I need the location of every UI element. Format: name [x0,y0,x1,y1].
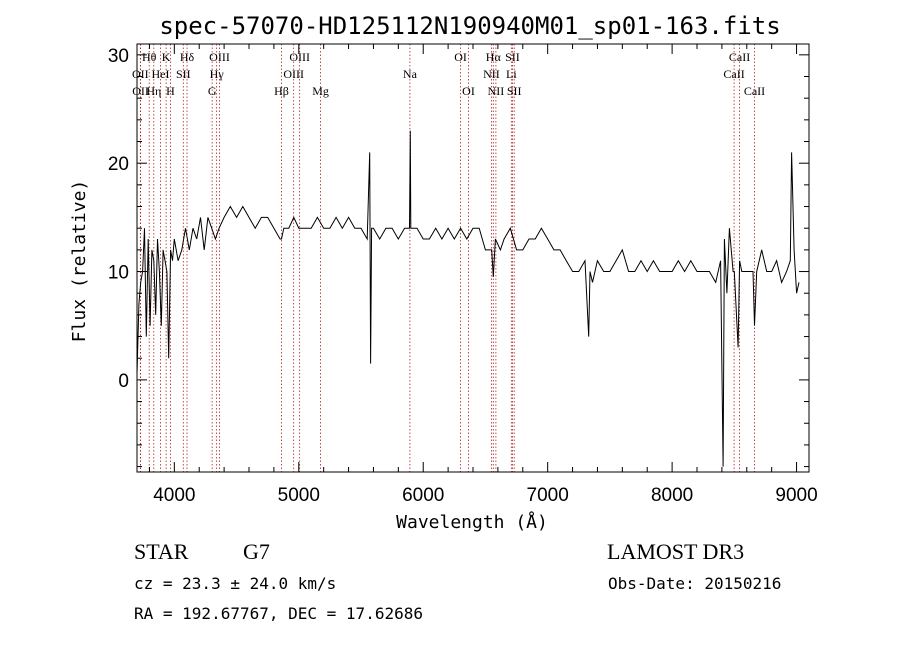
line-label-2: OII [132,84,149,98]
chart-title: spec-57070-HD125112N190940M01_sp01-163.f… [159,12,780,40]
line-label-5: Hη [146,84,161,98]
line-label-1: OII [132,67,149,81]
line-label-12: OIII [289,50,310,64]
line-label-11: G [208,84,217,98]
spectral-line-markers [139,44,755,472]
line-label-24: SII [507,84,522,98]
line-label-23: Li [506,67,517,81]
line-label-4: HeI [152,67,170,81]
x-tick-label-5: 9000 [775,485,817,506]
x-tick-label-1: 5000 [278,485,320,506]
line-label-17: OI [454,50,467,64]
x-tick-label-4: 8000 [651,485,693,506]
y-tick-label-0: 0 [118,371,129,392]
line-label-21: NII [488,84,505,98]
spectrum-series [136,130,800,467]
coordinates: RA = 192.67767, DEC = 17.62686 [134,604,423,623]
line-label-25: CaII [729,50,750,64]
spectrum-line-0 [136,130,800,467]
line-label-15: Mg [312,84,329,98]
y-tick-label-3: 30 [108,46,129,67]
y-axis-label: Flux (relative) [69,180,90,343]
object-class: STAR [134,539,189,564]
x-tick-label-2: 6000 [402,485,444,506]
redshift-text: cz = 23.3 ± 24.0 km/s [134,574,337,593]
line-label-3: K [162,50,171,64]
x-tick-label-0: 4000 [153,485,195,506]
line-label-20: NII [483,67,500,81]
y-tick-labels: 0 10 20 30 [108,46,129,392]
line-label-18: OI [462,84,475,98]
line-label-22: SII [505,50,520,64]
line-label-26: CaII [723,67,744,81]
x-tick-label-3: 7000 [527,485,569,506]
line-label-10: Hγ [210,67,225,81]
x-tick-labels: 4000 5000 6000 7000 8000 9000 [153,485,818,506]
line-label-6: Hδ [180,50,195,64]
line-label-0: Hθ [142,50,157,64]
y-tick-label-1: 10 [108,263,129,284]
object-subclass: G7 [243,539,270,564]
line-label-14: Hβ [274,84,289,98]
line-label-8: H [166,84,175,98]
x-axis-label: Wavelength (Å) [396,511,548,533]
line-label-16: Na [403,67,418,81]
line-label-13: OIII [283,67,304,81]
survey-name: LAMOST DR3 [607,539,745,564]
y-tick-label-2: 20 [108,154,129,175]
plot-frame [136,43,810,473]
line-label-19: Hα [486,50,502,64]
line-label-9: OIII [209,50,230,64]
axis-ticks [137,44,809,472]
line-label-7: SII [176,67,191,81]
obs-date: Obs-Date: 20150216 [608,574,782,593]
line-label-27: CaII [744,84,765,98]
